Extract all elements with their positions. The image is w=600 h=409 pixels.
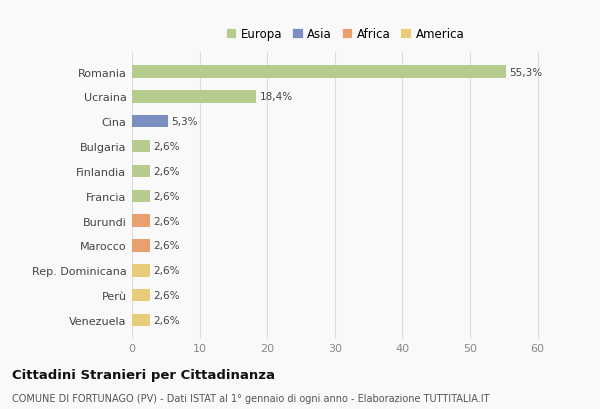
Text: Cittadini Stranieri per Cittadinanza: Cittadini Stranieri per Cittadinanza: [12, 369, 275, 381]
Bar: [132, 141, 149, 153]
Bar: [132, 91, 256, 103]
Text: 2,6%: 2,6%: [153, 166, 179, 177]
Bar: [132, 314, 149, 326]
Bar: [132, 66, 506, 79]
Text: 2,6%: 2,6%: [153, 266, 179, 276]
Bar: [132, 116, 168, 128]
Text: 2,6%: 2,6%: [153, 191, 179, 201]
Text: 2,6%: 2,6%: [153, 315, 179, 325]
Bar: [132, 289, 149, 302]
Legend: Europa, Asia, Africa, America: Europa, Asia, Africa, America: [222, 25, 468, 45]
Text: 18,4%: 18,4%: [260, 92, 293, 102]
Text: 2,6%: 2,6%: [153, 290, 179, 301]
Text: 5,3%: 5,3%: [171, 117, 198, 127]
Bar: [132, 240, 149, 252]
Bar: [132, 215, 149, 227]
Bar: [132, 165, 149, 178]
Bar: [132, 265, 149, 277]
Text: COMUNE DI FORTUNAGO (PV) - Dati ISTAT al 1° gennaio di ogni anno - Elaborazione : COMUNE DI FORTUNAGO (PV) - Dati ISTAT al…: [12, 393, 490, 403]
Text: 2,6%: 2,6%: [153, 216, 179, 226]
Text: 2,6%: 2,6%: [153, 142, 179, 152]
Bar: [132, 190, 149, 202]
Text: 2,6%: 2,6%: [153, 241, 179, 251]
Text: 55,3%: 55,3%: [509, 67, 542, 77]
